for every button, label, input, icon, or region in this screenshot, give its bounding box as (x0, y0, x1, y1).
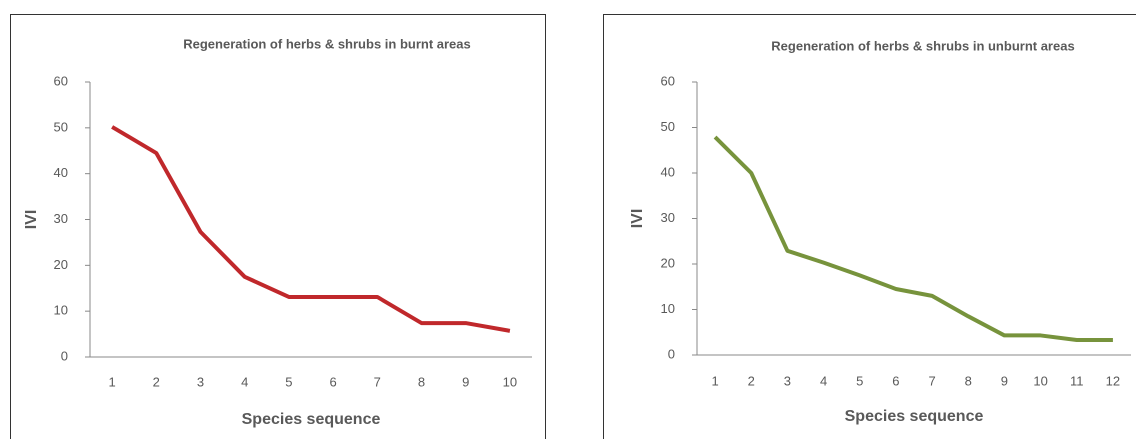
chart-frame (10, 14, 546, 439)
x-tick-label: 7 (374, 374, 381, 389)
x-tick-label: 8 (965, 373, 972, 388)
x-tick-label: 4 (820, 373, 827, 388)
y-tick-label: 10 (54, 303, 68, 318)
y-axis-label: IVI (23, 210, 40, 230)
x-tick-label: 9 (462, 374, 469, 389)
y-tick-label: 30 (54, 211, 68, 226)
x-tick-label: 8 (418, 374, 425, 389)
y-tick-label: 20 (661, 255, 675, 270)
y-tick-label: 60 (661, 73, 675, 88)
x-tick-label: 1 (711, 373, 718, 388)
x-tick-label: 5 (285, 374, 292, 389)
y-tick-label: 40 (54, 165, 68, 180)
y-tick-label: 50 (661, 119, 675, 134)
data-line (713, 135, 1113, 342)
y-tick-label: 0 (61, 348, 68, 363)
x-tick-label: 2 (153, 374, 160, 389)
chart-title: Regeneration of herbs & shrubs in burnt … (183, 36, 471, 51)
x-tick-label: 12 (1106, 373, 1120, 388)
x-tick-label: 2 (748, 373, 755, 388)
chart-title: Regeneration of herbs & shrubs in unburn… (771, 38, 1074, 53)
x-tick-label: 10 (503, 374, 517, 389)
x-tick-label: 11 (1070, 373, 1084, 388)
x-tick-label: 6 (892, 373, 899, 388)
data-line (111, 125, 511, 333)
x-tick-label: 3 (197, 374, 204, 389)
y-tick-label: 30 (661, 210, 675, 225)
x-tick-label: 10 (1033, 373, 1047, 388)
x-tick-label: 9 (1001, 373, 1008, 388)
x-axis-label: Species sequence (242, 411, 381, 428)
y-tick-label: 40 (661, 164, 675, 179)
x-tick-label: 4 (241, 374, 248, 389)
x-tick-label: 1 (108, 374, 115, 389)
x-tick-label: 3 (784, 373, 791, 388)
chart-frame (603, 14, 1136, 439)
x-tick-label: 7 (928, 373, 935, 388)
y-tick-label: 0 (668, 346, 675, 361)
y-tick-label: 60 (54, 73, 68, 88)
y-tick-label: 10 (661, 301, 675, 316)
x-tick-label: 5 (856, 373, 863, 388)
x-tick-label: 6 (329, 374, 336, 389)
x-axis-label: Species sequence (845, 408, 984, 425)
y-axis-label: IVI (629, 209, 646, 229)
y-tick-label: 50 (54, 119, 68, 134)
y-tick-label: 20 (54, 257, 68, 272)
